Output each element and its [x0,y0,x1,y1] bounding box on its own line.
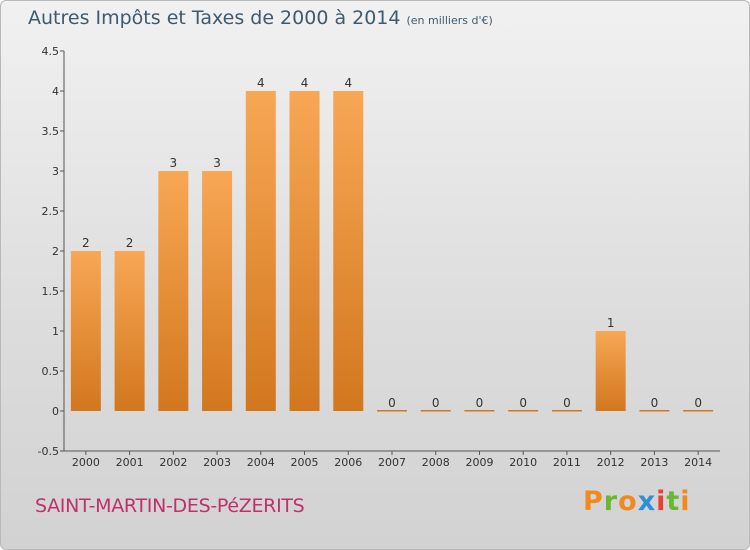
y-tick-label: 4.5 [42,45,60,58]
brand-logo-letter: P [583,486,604,517]
y-tick-label: 3 [52,165,59,178]
chart-bars [70,91,714,412]
data-label: 0 [519,396,527,410]
x-tick-label: 2010 [509,456,537,469]
data-label: 0 [476,396,484,410]
chart-data-labels: 2 2 3 3 4 4 4 0 0 0 0 0 1 0 0 [82,76,702,410]
bar [639,410,670,412]
x-tick-label: 2002 [159,456,187,469]
x-tick-label: 2000 [72,456,100,469]
x-tick-label: 2006 [334,456,362,469]
bar [551,410,582,412]
y-tick-label: 3.5 [42,125,60,138]
bar [158,171,189,411]
data-label: 1 [607,316,615,330]
x-tick-label: 2007 [378,456,406,469]
data-label: 4 [344,76,352,90]
y-tick-label: 1 [52,325,59,338]
brand-logo-letter: i [680,486,691,517]
bar [245,91,276,411]
y-tick-label: 0.5 [42,365,60,378]
bar [114,251,145,411]
data-label: 0 [694,396,702,410]
brand-logo-letter: i [656,486,667,517]
data-label: 0 [651,396,659,410]
chart-title: Autres Impôts et Taxes de 2000 à 2014 (en… [28,7,493,29]
brand-logo-letter: o [618,486,638,517]
chart-unit: (en milliers d'€) [406,14,493,27]
x-tick-label: 2005 [291,456,319,469]
bar [508,410,539,412]
y-tick-label: 2 [52,245,59,258]
x-tick-label: 2009 [465,456,493,469]
data-label: 0 [563,396,571,410]
bar [464,410,495,412]
brand-logo-letter: x [637,486,657,517]
data-label: 2 [126,236,134,250]
bar [70,251,101,411]
x-tick-label: 2004 [247,456,275,469]
x-tick-label: 2011 [553,456,581,469]
place-name: SAINT-MARTIN-DES-PéZERITS [35,495,305,517]
bar [202,171,233,411]
data-label: 0 [388,396,396,410]
data-label: 3 [170,156,178,170]
x-tick-label: 2001 [116,456,144,469]
y-tick-label: 0 [52,405,59,418]
y-tick-label: 4 [52,85,59,98]
x-tick-label: 2014 [684,456,712,469]
x-tick-label: 2008 [422,456,450,469]
bar [377,410,407,412]
bar [683,410,714,412]
x-tick-label: 2012 [597,456,625,469]
y-tick-label: 2.5 [42,205,60,218]
bar [595,331,626,411]
bar [333,91,364,411]
brand-logo-letter: r [603,486,619,517]
data-label: 4 [257,76,265,90]
brand-logo-letter: t [666,486,681,517]
data-label: 4 [301,76,309,90]
data-label: 3 [213,156,221,170]
y-tick-label: 1.5 [42,285,60,298]
x-tick-label: 2003 [203,456,231,469]
bar [420,410,451,412]
x-tick-label: 2013 [640,456,668,469]
brand-logo[interactable]: Proxiti [583,486,691,517]
data-label: 0 [432,396,440,410]
data-label: 2 [82,236,90,250]
bar [289,91,320,411]
chart-title-text: Autres Impôts et Taxes de 2000 à 2014 [28,7,401,29]
y-tick-label: -0.5 [38,445,59,458]
